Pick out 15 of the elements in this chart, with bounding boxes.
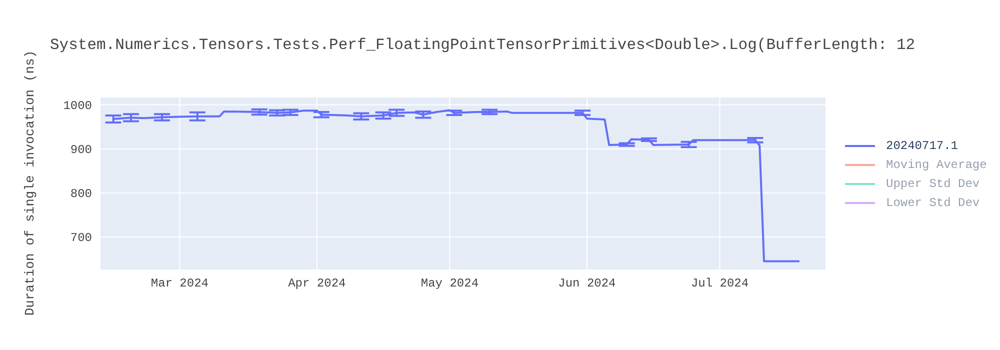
legend-label: Lower Std Dev bbox=[886, 196, 980, 210]
y-tick-label: 800 bbox=[70, 187, 92, 202]
y-tick-label: 1000 bbox=[63, 99, 92, 114]
y-tick-label: 900 bbox=[70, 143, 92, 158]
x-tick-label: Apr 2024 bbox=[288, 276, 346, 291]
x-tick-label: May 2024 bbox=[420, 276, 479, 291]
legend-label: Moving Average bbox=[886, 158, 987, 172]
legend-label: Upper Std Dev bbox=[886, 176, 980, 190]
y-axis-title: Duration of single invocation (ns) bbox=[22, 50, 38, 316]
y-tick-label: 700 bbox=[70, 231, 92, 246]
x-tick-label: Mar 2024 bbox=[150, 276, 208, 291]
legend-label: 20240717.1 bbox=[886, 138, 958, 152]
x-tick-label: Jul 2024 bbox=[690, 276, 749, 291]
x-tick-label: Jun 2024 bbox=[558, 276, 616, 291]
chart-title: System.Numerics.Tensors.Tests.Perf_FloatingPointTensorPrimitives<Double>.Log(BufferLength: 12 bbox=[50, 36, 916, 54]
